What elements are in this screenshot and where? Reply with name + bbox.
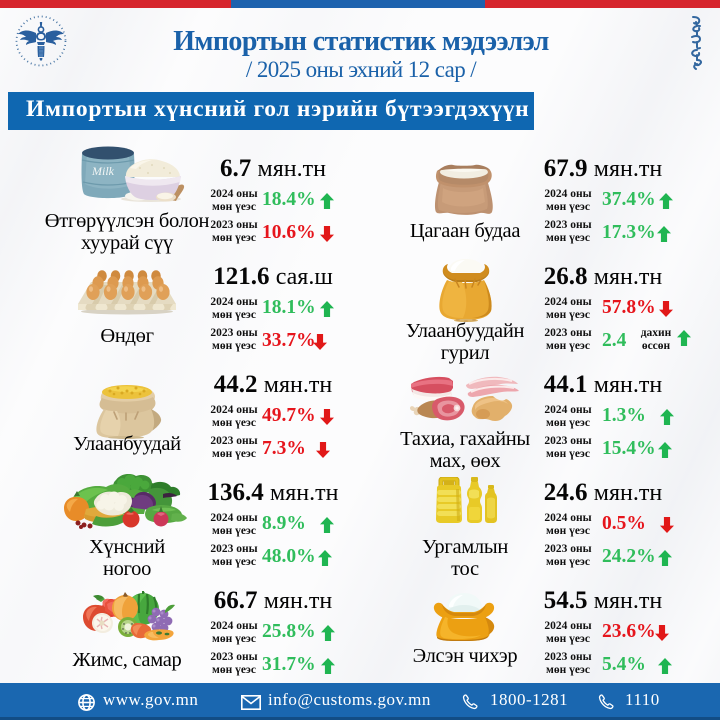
svg-text:Milk: Milk (91, 164, 115, 178)
